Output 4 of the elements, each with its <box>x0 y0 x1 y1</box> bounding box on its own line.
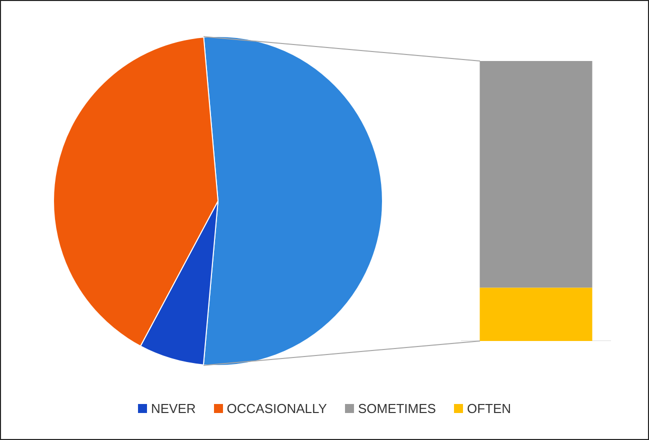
legend-label: SOMETIMES <box>358 401 436 416</box>
legend-label: OCCASIONALLY <box>226 401 327 416</box>
legend-label: NEVER <box>150 401 196 416</box>
legend-label: OFTEN <box>466 401 512 416</box>
